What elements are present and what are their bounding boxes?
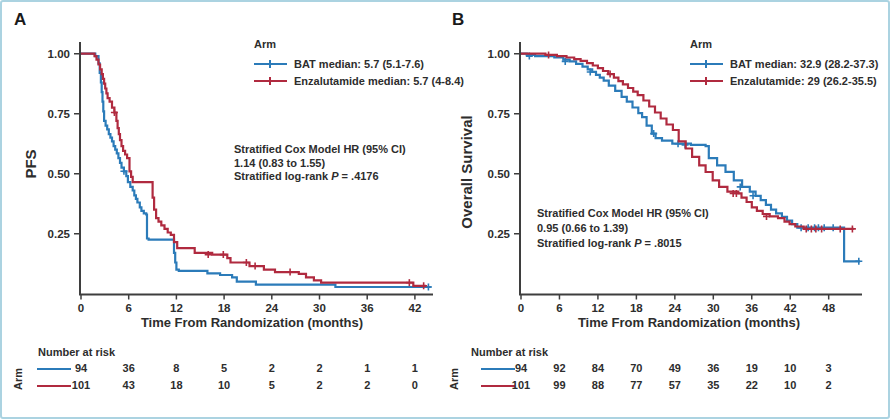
risk-count: 10 bbox=[773, 379, 807, 391]
panel-a-hr-line: Stratified Cox Model HR (95% CI) bbox=[234, 143, 406, 157]
panel-b-label: B bbox=[452, 10, 464, 30]
risk-count: 8 bbox=[159, 362, 193, 374]
risk-count: 18 bbox=[159, 379, 193, 391]
risk-count: 94 bbox=[504, 362, 538, 374]
risk-count: 2 bbox=[255, 362, 289, 374]
panel-a-legend: Arm BAT median: 5.7 (5.1-7.6) Enzalutami… bbox=[254, 38, 464, 89]
risk-count: 94 bbox=[64, 362, 98, 374]
risk-count: 5 bbox=[207, 362, 241, 374]
x-tick-label: 48 bbox=[822, 302, 835, 314]
x-tick-label: 24 bbox=[668, 302, 681, 314]
x-tick-label: 0 bbox=[78, 302, 84, 314]
risk-count: 10 bbox=[207, 379, 241, 391]
x-tick-label: 12 bbox=[592, 302, 605, 314]
panel-b-x-axis-title: Time From Randomization (months) bbox=[516, 315, 862, 330]
bat-line-swatch-icon bbox=[690, 58, 723, 69]
panel-b-legend-title: Arm bbox=[690, 38, 878, 50]
risk-count: 36 bbox=[696, 362, 730, 374]
panel-a-label: A bbox=[14, 10, 26, 30]
risk-count: 3 bbox=[812, 362, 846, 374]
y-tick-label: 0.25 bbox=[48, 228, 71, 240]
panel-b-hr-value: 0.95 (0.66 to 1.39) bbox=[537, 221, 709, 236]
x-tick-label: 12 bbox=[170, 302, 183, 314]
x-tick-label: 0 bbox=[518, 302, 524, 314]
bat-line-swatch-icon bbox=[254, 58, 287, 69]
panel-b-stats-annotation: Stratified Cox Model HR (95% CI) 0.95 (0… bbox=[537, 206, 709, 251]
risk-count: 99 bbox=[542, 379, 576, 391]
risk-count: 2 bbox=[812, 379, 846, 391]
y-tick-label: 0.75 bbox=[488, 108, 511, 120]
risk-count: 36 bbox=[112, 362, 146, 374]
risk-count: 57 bbox=[658, 379, 692, 391]
risk-count: 2 bbox=[350, 379, 384, 391]
enzalutamide-line-swatch-icon bbox=[254, 75, 287, 86]
x-tick-label: 24 bbox=[265, 302, 278, 314]
risk-count: 2 bbox=[303, 379, 337, 391]
panel-b-legend-item-bat: BAT median: 32.9 (28.2-37.3) bbox=[690, 55, 878, 72]
risk-count: 88 bbox=[581, 379, 615, 391]
risk-count: 70 bbox=[619, 362, 653, 374]
x-tick-label: 6 bbox=[556, 302, 562, 314]
risk-count: 43 bbox=[112, 379, 146, 391]
y-tick-label: 1.00 bbox=[48, 48, 70, 60]
enzalutamide-line-swatch-icon bbox=[690, 75, 723, 86]
panel-a-risk-arm-label: Arm bbox=[12, 368, 24, 390]
x-tick-label: 42 bbox=[784, 302, 797, 314]
panel-b-risk-arm-label: Arm bbox=[448, 368, 460, 390]
panel-a-legend-label-enza: Enzalutamide median: 5.7 (4-8.4) bbox=[294, 75, 464, 87]
panel-a-stats-annotation: Stratified Cox Model HR (95% CI) 1.14 (0… bbox=[234, 143, 406, 184]
risk-count: 10 bbox=[773, 362, 807, 374]
risk-count: 84 bbox=[581, 362, 615, 374]
x-tick-label: 36 bbox=[745, 302, 758, 314]
risk-count: 101 bbox=[504, 379, 538, 391]
panel-b-logrank-line: Stratified log-rank P = .8015 bbox=[537, 236, 709, 251]
x-tick-label: 36 bbox=[361, 302, 374, 314]
risk-count: 22 bbox=[735, 379, 769, 391]
risk-count: 101 bbox=[64, 379, 98, 391]
panel-a-legend-item-enza: Enzalutamide median: 5.7 (4-8.4) bbox=[254, 72, 464, 89]
panel-a-risk-header: Number at risk bbox=[38, 346, 115, 358]
km-figure: 0.250.500.751.00061218243036420.250.500.… bbox=[0, 0, 890, 419]
panel-a-legend-item-bat: BAT median: 5.7 (5.1-7.6) bbox=[254, 55, 464, 72]
x-tick-label: 18 bbox=[630, 302, 643, 314]
panel-b-legend-label-enza: Enzalutamide: 29 (26.2-35.5) bbox=[730, 75, 877, 87]
panel-b-legend-item-enza: Enzalutamide: 29 (26.2-35.5) bbox=[690, 72, 878, 89]
panel-b-risk-header: Number at risk bbox=[471, 346, 548, 358]
risk-count: 19 bbox=[735, 362, 769, 374]
x-tick-label: 30 bbox=[313, 302, 326, 314]
panel-a-legend-label-bat: BAT median: 5.7 (5.1-7.6) bbox=[294, 58, 424, 70]
panel-a-y-axis-title: PFS bbox=[22, 149, 39, 178]
risk-count: 5 bbox=[255, 379, 289, 391]
panel-b-y-axis-title: Overall Survival bbox=[458, 115, 475, 228]
x-tick-label: 6 bbox=[125, 302, 131, 314]
risk-count: 2 bbox=[303, 362, 337, 374]
risk-count: 1 bbox=[398, 362, 432, 374]
y-tick-label: 0.50 bbox=[48, 168, 70, 180]
x-tick-label: 30 bbox=[707, 302, 720, 314]
risk-count: 1 bbox=[350, 362, 384, 374]
panel-b-legend: Arm BAT median: 32.9 (28.2-37.3) Enzalut… bbox=[690, 38, 878, 89]
y-tick-label: 1.00 bbox=[488, 48, 510, 60]
risk-count: 92 bbox=[542, 362, 576, 374]
risk-count: 0 bbox=[398, 379, 432, 391]
panel-b-hr-line: Stratified Cox Model HR (95% CI) bbox=[537, 206, 709, 221]
panel-a-x-axis-title: Time From Randomization (months) bbox=[76, 315, 428, 330]
panel-b-legend-label-bat: BAT median: 32.9 (28.2-37.3) bbox=[730, 58, 878, 70]
risk-count: 35 bbox=[696, 379, 730, 391]
x-tick-label: 18 bbox=[218, 302, 231, 314]
y-tick-label: 0.25 bbox=[488, 228, 511, 240]
x-tick-label: 42 bbox=[409, 302, 422, 314]
y-tick-label: 0.50 bbox=[488, 168, 510, 180]
panel-a-legend-title: Arm bbox=[254, 38, 464, 50]
risk-count: 49 bbox=[658, 362, 692, 374]
panel-a-logrank-line: Stratified log-rank P = .4176 bbox=[234, 170, 406, 184]
risk-count: 77 bbox=[619, 379, 653, 391]
panel-a-hr-value: 1.14 (0.83 to 1.55) bbox=[234, 157, 406, 171]
y-tick-label: 0.75 bbox=[48, 108, 71, 120]
